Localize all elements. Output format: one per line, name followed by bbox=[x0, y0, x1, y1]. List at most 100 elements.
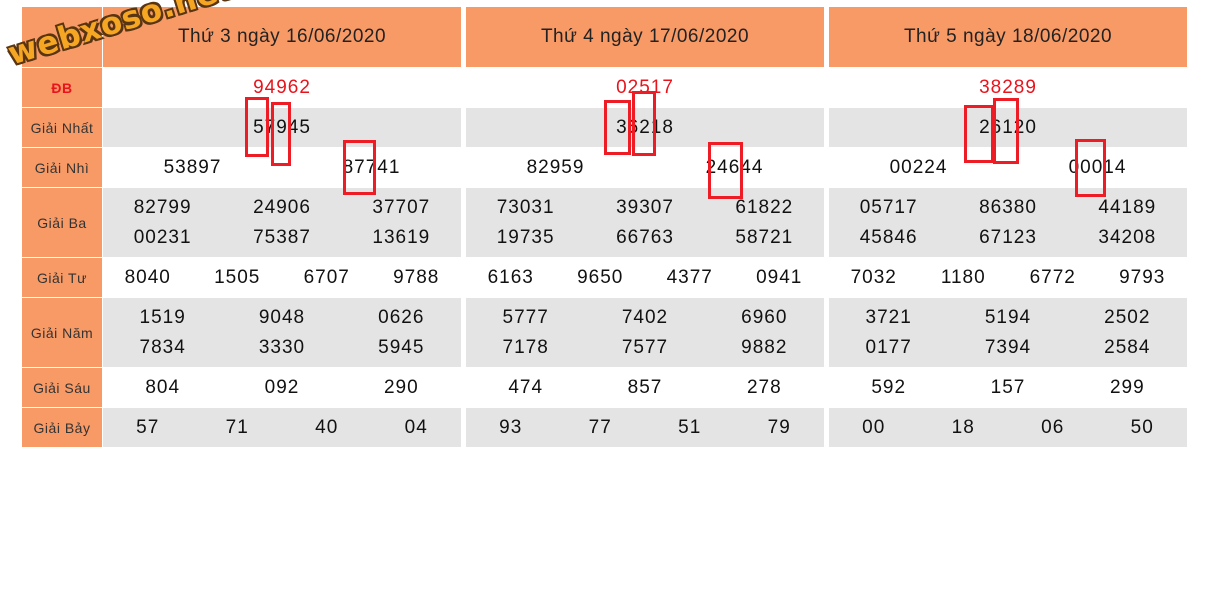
prize-number: 19735 bbox=[496, 226, 555, 248]
prize-row-sau: 804 092 290 bbox=[103, 367, 461, 407]
prize-number: 804 bbox=[145, 376, 181, 398]
label-db: ĐB bbox=[22, 67, 102, 107]
prize-number: 8040 bbox=[124, 266, 171, 288]
draw-column-3: Thứ 5 ngày 18/06/2020 38289 26120 00224 0001… bbox=[829, 7, 1187, 447]
prize-number: 87741 bbox=[342, 156, 401, 178]
prize-row-sau: 592 157 299 bbox=[829, 367, 1187, 407]
lottery-results-table: ĐB Giải Nhất Giải Nhì Giải Ba Giải Tư Gi… bbox=[22, 7, 1190, 447]
prize-number: 93 bbox=[499, 416, 523, 438]
prize-number: 45846 bbox=[859, 226, 918, 248]
prize-number: 06 bbox=[1041, 416, 1065, 438]
prize-row-nhat: 26120 bbox=[829, 107, 1187, 147]
prize-number: 02517 bbox=[616, 76, 674, 98]
highlight-box bbox=[1075, 139, 1106, 197]
prize-number: 82959 bbox=[526, 156, 585, 178]
prize-label-column: ĐB Giải Nhất Giải Nhì Giải Ba Giải Tư Gi… bbox=[22, 7, 102, 447]
prize-number: 1505 bbox=[214, 266, 261, 288]
draw-date-header: Thứ 4 ngày 17/06/2020 bbox=[466, 7, 824, 67]
prize-number: 7577 bbox=[621, 336, 669, 358]
prize-number: 6960 bbox=[741, 306, 788, 328]
prize-number: 13619 bbox=[372, 226, 431, 248]
highlight-box bbox=[245, 97, 269, 157]
prize-row-ba: 82799 24906 37707 00231 75387 13619 bbox=[103, 187, 461, 257]
highlight-box bbox=[343, 140, 376, 195]
label-giai-bay: Giải Bảy bbox=[22, 407, 102, 447]
prize-row-ba: 05717 86380 44189 45846 67123 34208 bbox=[829, 187, 1187, 257]
prize-number: 75387 bbox=[253, 226, 311, 248]
prize-number: 00224 bbox=[889, 156, 948, 178]
prize-number: 58721 bbox=[735, 226, 794, 248]
label-giai-ba: Giải Ba bbox=[22, 187, 102, 257]
prize-row-ba: 73031 39307 61822 19735 66763 58721 bbox=[466, 187, 824, 257]
prize-number: 7402 bbox=[621, 306, 669, 328]
prize-number: 00 bbox=[862, 416, 886, 438]
prize-row-nhat: 57945 bbox=[103, 107, 461, 147]
highlight-box bbox=[993, 98, 1019, 164]
prize-row-tu: 8040 1505 6707 9788 bbox=[103, 257, 461, 297]
prize-row-bay: 93 77 51 79 bbox=[466, 407, 824, 447]
highlight-box bbox=[271, 102, 291, 166]
prize-number: 94962 bbox=[253, 76, 311, 98]
prize-number: 2502 bbox=[1104, 306, 1151, 328]
prize-number: 9788 bbox=[393, 266, 440, 288]
prize-number: 9882 bbox=[741, 336, 788, 358]
prize-number: 50 bbox=[1130, 416, 1154, 438]
prize-number: 7178 bbox=[502, 336, 549, 358]
prize-number: 73031 bbox=[496, 196, 555, 218]
prize-number: 1519 bbox=[139, 306, 186, 328]
prize-row-sau: 474 857 278 bbox=[466, 367, 824, 407]
prize-number: 0626 bbox=[378, 306, 425, 328]
prize-number: 00231 bbox=[133, 226, 192, 248]
prize-number: 299 bbox=[1109, 376, 1145, 398]
prize-number: 86380 bbox=[979, 196, 1037, 218]
prize-number: 157 bbox=[990, 376, 1026, 398]
prize-number: 66763 bbox=[616, 226, 674, 248]
prize-number: 79 bbox=[767, 416, 791, 438]
prize-number: 9650 bbox=[577, 266, 624, 288]
prize-number: 474 bbox=[508, 376, 544, 398]
prize-number: 290 bbox=[383, 376, 419, 398]
prize-number: 0177 bbox=[865, 336, 912, 358]
prize-number: 77 bbox=[588, 416, 612, 438]
prize-number: 092 bbox=[264, 376, 300, 398]
prize-number: 1180 bbox=[940, 266, 986, 288]
prize-row-nhi: 00224 00014 bbox=[829, 147, 1187, 187]
label-giai-tu: Giải Tư bbox=[22, 257, 102, 297]
prize-number: 2584 bbox=[1104, 336, 1151, 358]
label-giai-nhat: Giải Nhất bbox=[22, 107, 102, 147]
prize-number: 7394 bbox=[984, 336, 1032, 358]
prize-number: 4377 bbox=[666, 266, 713, 288]
label-giai-nam: Giải Năm bbox=[22, 297, 102, 367]
prize-number: 24906 bbox=[253, 196, 311, 218]
draw-date-header: Thứ 3 ngày 16/06/2020 bbox=[103, 7, 461, 67]
draw-date-header: Thứ 5 ngày 18/06/2020 bbox=[829, 7, 1187, 67]
prize-number: 39307 bbox=[616, 196, 674, 218]
prize-number: 18 bbox=[951, 416, 975, 438]
prize-number: 5945 bbox=[378, 336, 425, 358]
highlight-box bbox=[604, 100, 631, 155]
highlight-box bbox=[708, 142, 743, 199]
prize-number: 05717 bbox=[859, 196, 918, 218]
prize-number: 278 bbox=[746, 376, 782, 398]
prize-number: 82799 bbox=[133, 196, 192, 218]
prize-number: 9048 bbox=[258, 306, 306, 328]
prize-row-nam: 5777 7402 6960 7178 7577 9882 bbox=[466, 297, 824, 367]
prize-number: 37707 bbox=[372, 196, 431, 218]
prize-row-tu: 7032 1180 6772 9793 bbox=[829, 257, 1187, 297]
label-db-text: ĐB bbox=[51, 79, 73, 96]
prize-number: 51 bbox=[678, 416, 702, 438]
prize-number: 6163 bbox=[487, 266, 534, 288]
highlight-box bbox=[964, 105, 994, 163]
prize-row-nhi: 53897 87741 bbox=[103, 147, 461, 187]
prize-number: 7032 bbox=[850, 266, 897, 288]
prize-number: 04 bbox=[404, 416, 428, 438]
prize-number: 5194 bbox=[984, 306, 1032, 328]
prize-number: 61822 bbox=[735, 196, 794, 218]
prize-number: 6707 bbox=[303, 266, 350, 288]
prize-number: 57 bbox=[136, 416, 160, 438]
prize-number: 40 bbox=[315, 416, 339, 438]
prize-number: 38289 bbox=[979, 76, 1037, 98]
prize-number: 3721 bbox=[865, 306, 912, 328]
highlight-box bbox=[632, 91, 656, 156]
prize-number: 6772 bbox=[1029, 266, 1076, 288]
